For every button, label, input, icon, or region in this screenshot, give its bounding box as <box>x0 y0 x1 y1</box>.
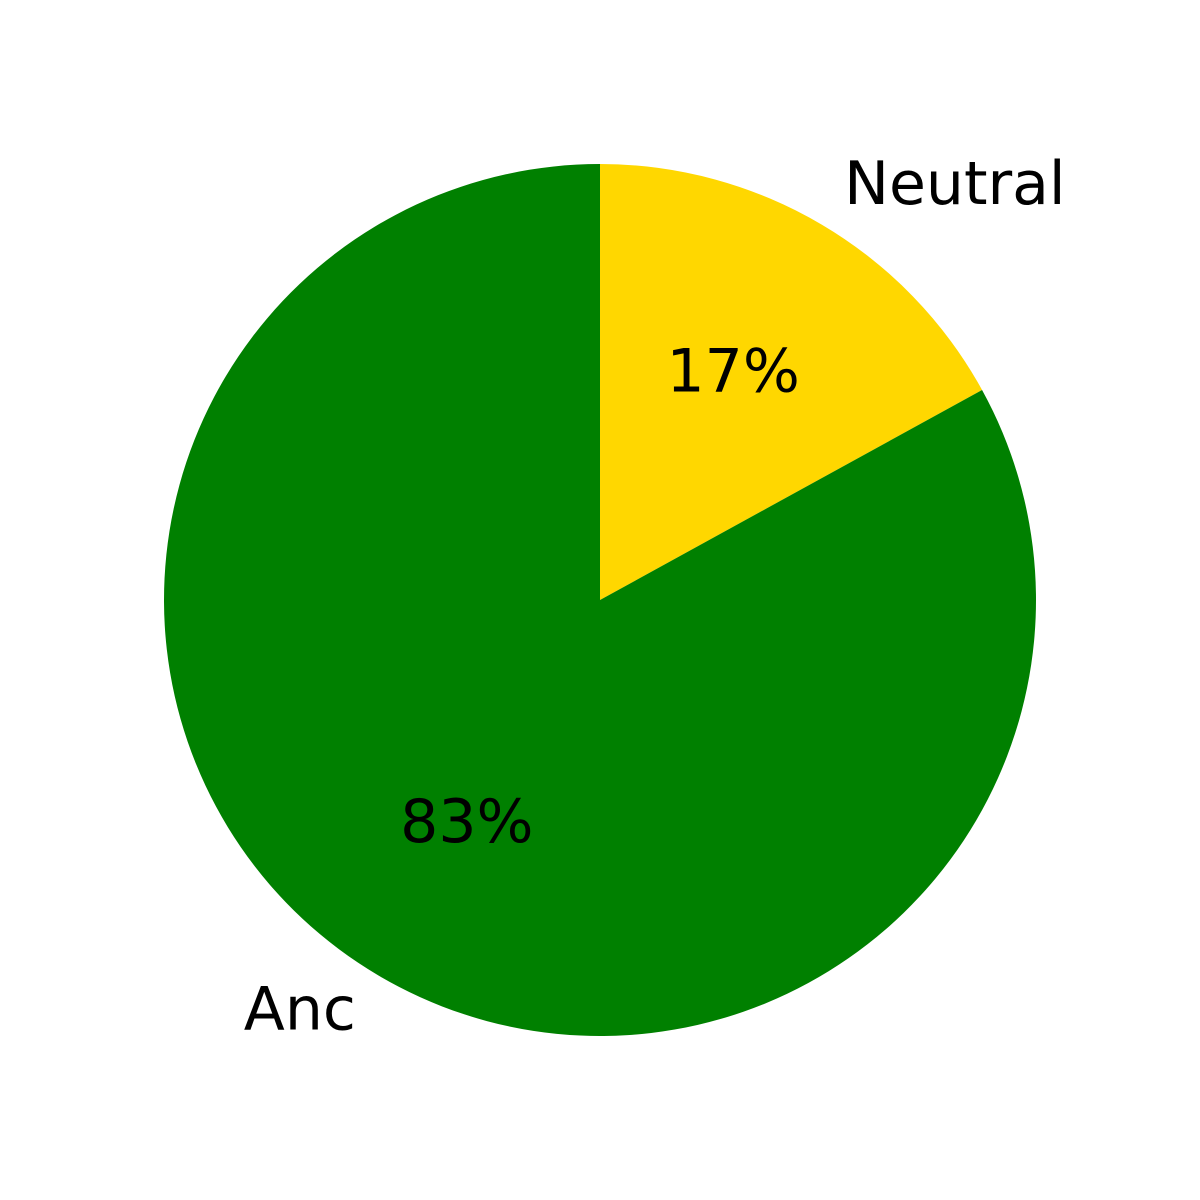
pie-labels: Neutral 17% Anc 83% <box>244 149 1066 1045</box>
pie-slices <box>164 164 1036 1037</box>
pie-slice-anc <box>164 164 1036 1037</box>
slice-label-anc: Anc <box>244 974 356 1044</box>
pie-slice-neutral <box>600 164 983 600</box>
pct-label-anc: 83% <box>400 787 533 857</box>
slice-label-neutral: Neutral <box>844 149 1065 219</box>
pct-label-neutral: 17% <box>666 336 799 406</box>
